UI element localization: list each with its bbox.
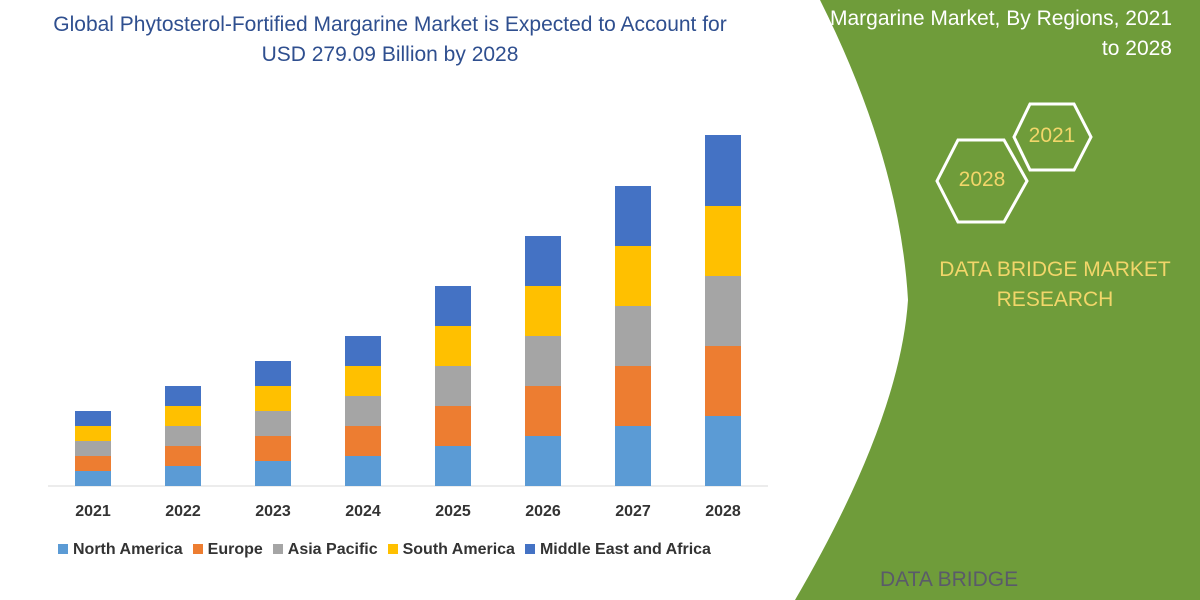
bar-segment (525, 286, 561, 336)
hex-label-2028: 2028 (958, 168, 1006, 191)
bar-segment (345, 336, 381, 366)
bar-segment (255, 361, 291, 386)
bar-segment (435, 286, 471, 326)
bar-segment (75, 471, 111, 486)
bar-segment (165, 406, 201, 426)
bar-segment (165, 386, 201, 406)
bar-segment (705, 416, 741, 486)
legend-swatch (524, 544, 535, 554)
bar-segment (255, 386, 291, 411)
legend-swatch (58, 544, 68, 554)
bar-segment (525, 236, 561, 286)
bar-segment (345, 426, 381, 456)
hex-label-2021: 2021 (1028, 124, 1076, 147)
bar-segment (75, 426, 111, 441)
bar-segment (705, 206, 741, 276)
bar-segment (165, 446, 201, 466)
bar-segment (345, 456, 381, 486)
bar-segment (435, 406, 471, 446)
x-tick-label: 2024 (345, 503, 381, 520)
bar-segment (435, 446, 471, 486)
side-title: Margarine Market, By Regions, 2021 to 20… (830, 7, 1172, 60)
legend-item: Middle East and Africa (524, 541, 711, 559)
bar-segment (255, 436, 291, 461)
legend-label: South America (402, 541, 515, 558)
legend-label: Europe (207, 541, 263, 558)
x-tick-label: 2023 (255, 503, 291, 520)
legend-item: North America (58, 541, 183, 559)
legend-swatch (387, 544, 398, 554)
legend: North America Europe Asia Pacific South Ame… (58, 541, 711, 559)
legend-label: Asia Pacific (287, 541, 378, 558)
legend-swatch (192, 544, 203, 554)
legend-item: South America (387, 541, 515, 559)
bar-segment (435, 326, 471, 366)
bar-segment (705, 135, 741, 206)
green-panel (795, 0, 1200, 600)
bar-segment (165, 426, 201, 446)
bar-segment (615, 426, 651, 486)
bar-segment (615, 246, 651, 306)
x-tick-label: 2025 (435, 503, 471, 520)
x-tick-label: 2028 (705, 503, 741, 520)
bar-segment (615, 306, 651, 366)
bar-segment (525, 386, 561, 436)
bar-segment (615, 366, 651, 426)
legend-swatch (272, 544, 283, 554)
x-tick-label: 2022 (165, 503, 201, 520)
bar-segment (255, 461, 291, 486)
bar-segment (435, 366, 471, 406)
bar-segment (75, 441, 111, 456)
bar-segment (615, 186, 651, 246)
bar-segment (345, 396, 381, 426)
logo: DATA BRIDGE (880, 568, 1019, 591)
x-tick-label: 2026 (525, 503, 561, 520)
brand-text: DATA BRIDGE MARKET RESEARCH (939, 258, 1171, 311)
chart-title: Global Phytosterol-Fortified Margarine M… (53, 13, 727, 66)
bar-segment (705, 276, 741, 346)
x-tick-label: 2027 (615, 503, 651, 520)
legend-item: Europe (192, 541, 263, 559)
legend-label: Middle East and Africa (539, 541, 711, 558)
bar-segment (525, 436, 561, 486)
bar-segment (75, 411, 111, 426)
bar-segment (525, 336, 561, 386)
bar-segment (165, 466, 201, 486)
bar-segment (705, 346, 741, 416)
bar-segment (75, 456, 111, 471)
bar-segment (345, 366, 381, 396)
hexagon-2028 (935, 138, 1029, 224)
legend-item: Asia Pacific (272, 541, 378, 559)
legend-label: North America (73, 541, 183, 558)
hexagon-2021 (1012, 102, 1093, 172)
x-tick-label: 2021 (75, 503, 111, 520)
bar-segment (255, 411, 291, 436)
